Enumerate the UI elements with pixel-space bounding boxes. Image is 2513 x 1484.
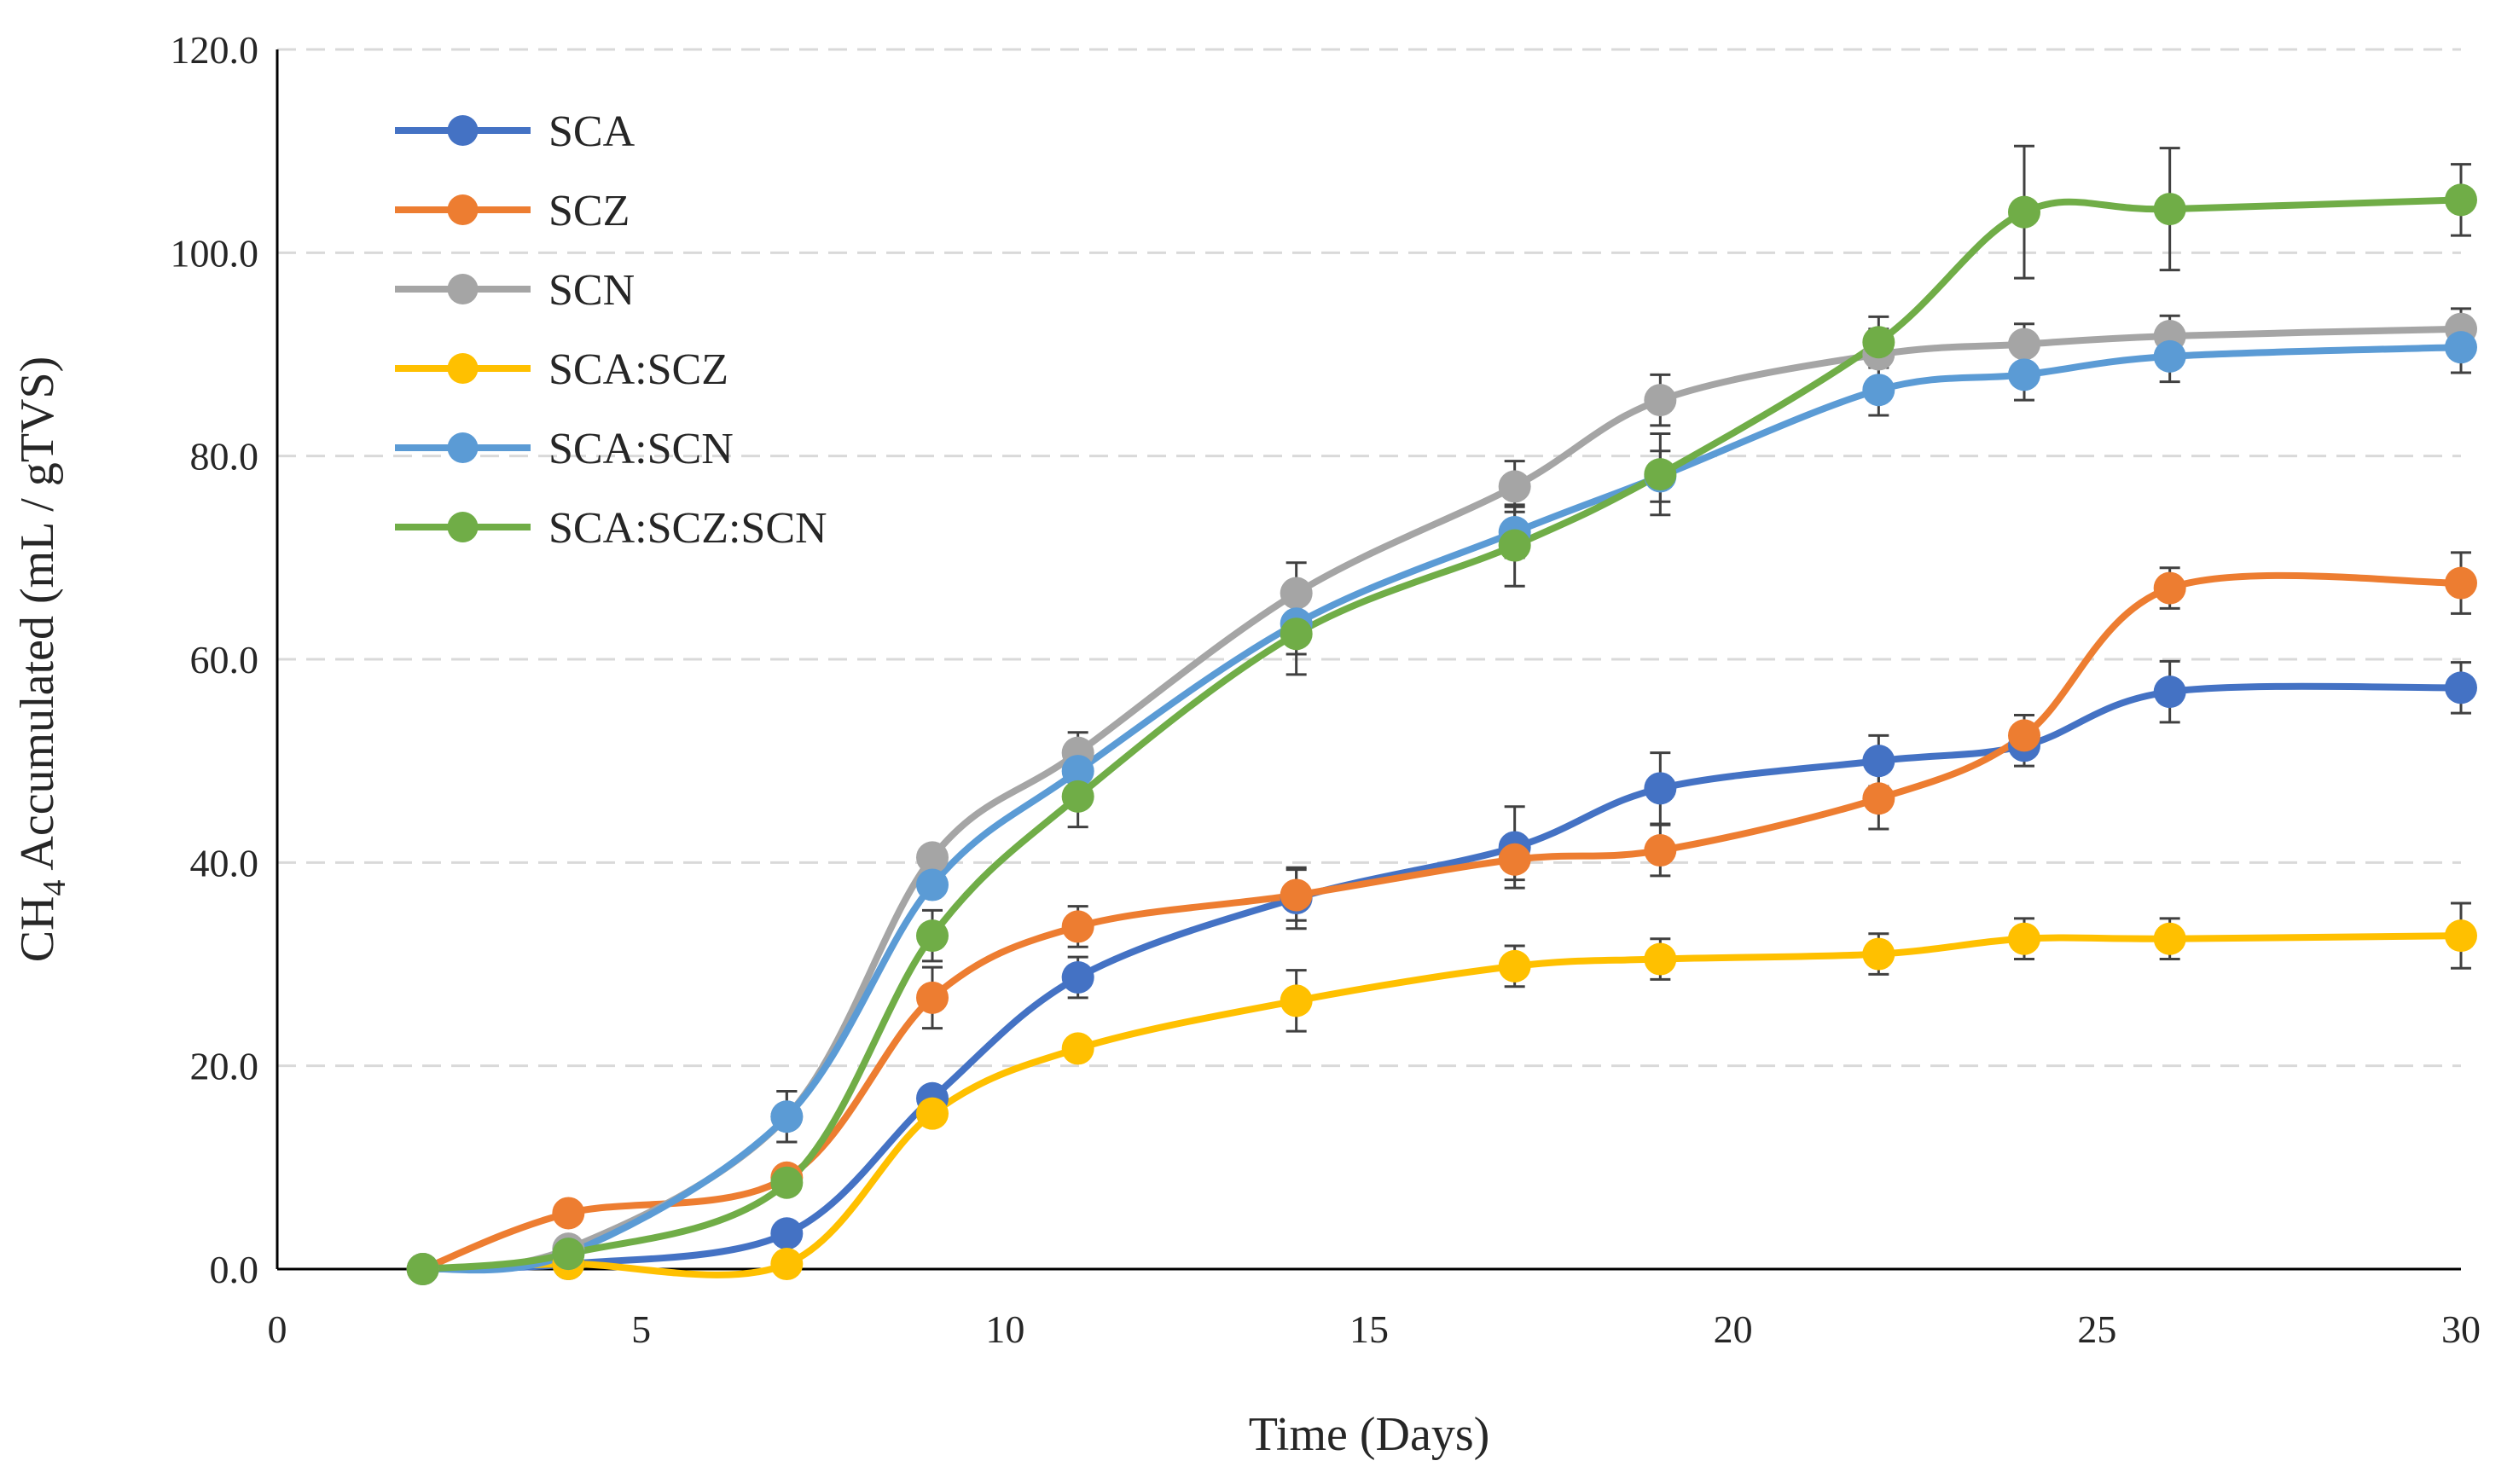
legend-label-sca-scz: SCA:SCZ [548,345,728,394]
data-point-sca [2445,671,2477,704]
x-tick-label: 20 [1714,1307,1753,1351]
data-point-sca [1644,772,1677,805]
gridlines [277,48,2461,1068]
axes: 0.0 20.0 40.0 60.0 80.0 100.0 120.0 0 5 10 15 20 25 3… [171,28,2481,1351]
legend-swatch-marker-scn [447,274,479,304]
data-point-sca-scn [1862,374,1895,407]
legend-label-sca-scn: SCA:SCN [548,425,734,473]
legend-label-scn: SCN [548,266,635,315]
y-axis-title-subscript: 4 [37,880,73,896]
data-point-scn [1644,384,1677,417]
y-tick-label: 100.0 [171,231,259,275]
data-point-sca [770,1217,804,1250]
data-point-sca-scn [770,1100,804,1133]
axis-titles: Time (Days) CH4 Accumulated (mL / gTVS) [11,357,1489,1461]
y-tick-label: 40.0 [190,841,259,884]
legend-swatch-marker-scz [447,194,479,225]
data-point-sca-scz [916,1097,949,1130]
data-point-sca-scn [2445,331,2477,364]
legend-swatch-marker-sca [447,115,479,146]
y-tick-label: 20.0 [190,1045,259,1088]
data-point-sca-scz [1644,942,1677,976]
data-point-sca-scz-scn [2008,195,2040,229]
x-axis-title: Time (Days) [1249,1408,1490,1461]
series-line-sca-scn [419,344,2464,1274]
data-point-sca-scz [770,1248,804,1281]
x-tick-label: 15 [1349,1307,1389,1351]
y-tick-label: 80.0 [190,435,259,478]
data-point-sca-scn [916,868,949,901]
legend: SCA SCZ SCN SCA:SCZ SCA:SCN SCA:SCZ:SCN [395,107,827,553]
data-point-scn [2008,328,2040,361]
y-tick-label: 120.0 [171,28,259,72]
data-point-scz [916,981,949,1014]
legend-swatch-marker-sca-scz [447,353,479,384]
y-tick-label: 0.0 [210,1248,259,1291]
x-tick-label: 10 [985,1307,1024,1351]
legend-swatch-marker-sca-scn [447,432,479,463]
y-axis-title-main: CH [11,896,64,963]
data-point-sca-scn [2153,339,2186,373]
data-point-sca-scz [1862,937,1895,971]
data-point-scn [916,841,949,874]
x-tick-label: 0 [268,1307,287,1351]
legend-label-sca-scz-scn: SCA:SCZ:SCN [548,504,827,553]
y-axis-title-rest: Accumulated (mL / gTVS) [11,357,64,880]
y-tick-label: 60.0 [190,638,259,681]
legend-swatch-marker-sca-scz-scn [447,512,479,542]
data-point-sca [1862,745,1895,778]
data-point-sca-scz [2153,922,2186,955]
x-tick-label: 5 [631,1307,651,1351]
data-point-scz [1862,782,1895,815]
legend-label-scz: SCZ [548,187,630,235]
data-point-sca-scz-scn [1644,458,1677,491]
data-point-scz [552,1197,585,1230]
error-bars [776,144,2471,1144]
data-point-sca-scz [1498,949,1531,983]
data-point-sca-scz-scn [406,1253,439,1285]
data-point-sca-scz-scn [770,1166,804,1199]
data-point-sca-scz [2445,919,2477,953]
data-point-sca-scz-scn [916,919,949,953]
data-point-scz [1280,878,1313,912]
data-point-sca-scz-scn [1498,529,1531,562]
data-point-scn [1498,470,1531,503]
legend-label-sca: SCA [548,107,636,156]
data-point-sca [1061,960,1094,994]
y-axis-title: CH4 Accumulated (mL / gTVS) [11,357,73,963]
data-point-scz [1498,843,1531,876]
data-point-sca-scz-scn [1862,326,1895,359]
data-point-scz [1061,910,1094,943]
data-point-sca-scn [2008,358,2040,391]
x-tick-label: 30 [2441,1307,2481,1351]
data-point-sca-scz-scn [552,1238,585,1271]
data-point-sca-scz [2008,922,2040,955]
data-point-sca-scz-scn [1061,780,1094,813]
data-point-scz [2008,719,2040,752]
data-point-sca-scz-scn [2153,193,2186,226]
data-point-sca-scz [1061,1032,1094,1065]
data-point-scz [1644,834,1677,867]
data-point-sca-scz-scn [1280,617,1313,651]
data-points [406,183,2477,1285]
data-point-sca-scz [1280,984,1313,1017]
series-line-sca-scz [419,932,2464,1278]
data-point-sca-scz-scn [2445,183,2477,217]
data-point-sca-scn [1061,755,1094,788]
x-tick-label: 25 [2077,1307,2116,1351]
data-point-sca [2153,675,2186,709]
data-point-scz [2445,566,2477,600]
data-point-scn [1280,577,1313,610]
data-point-scz [2153,571,2186,605]
